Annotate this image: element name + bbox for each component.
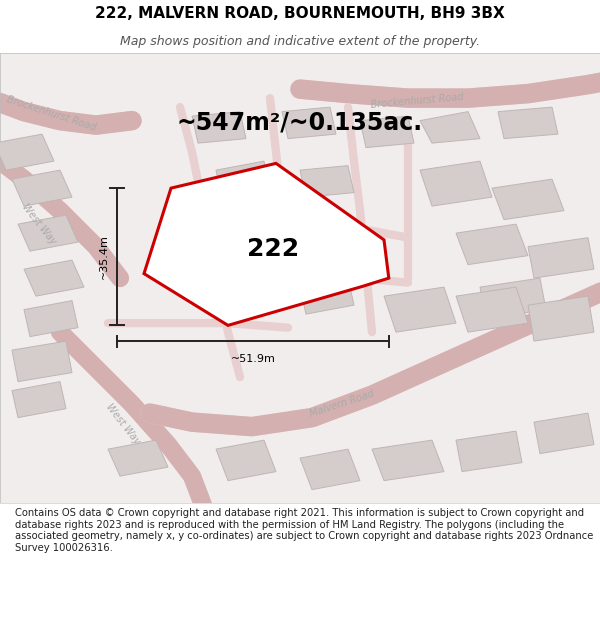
Text: ~35.4m: ~35.4m <box>99 234 109 279</box>
Polygon shape <box>420 161 492 206</box>
Polygon shape <box>300 224 354 260</box>
Text: West Way: West Way <box>20 202 58 246</box>
Polygon shape <box>12 170 72 206</box>
Polygon shape <box>300 278 354 314</box>
Polygon shape <box>216 440 276 481</box>
Text: 222, MALVERN ROAD, BOURNEMOUTH, BH9 3BX: 222, MALVERN ROAD, BOURNEMOUTH, BH9 3BX <box>95 6 505 21</box>
Polygon shape <box>456 224 528 264</box>
Polygon shape <box>300 166 354 197</box>
Polygon shape <box>12 382 66 418</box>
Polygon shape <box>18 215 78 251</box>
Text: Map shows position and indicative extent of the property.: Map shows position and indicative extent… <box>120 35 480 48</box>
Text: 222: 222 <box>247 237 299 261</box>
Polygon shape <box>24 301 78 337</box>
Polygon shape <box>492 179 564 219</box>
Polygon shape <box>216 224 270 260</box>
Polygon shape <box>456 287 528 332</box>
Polygon shape <box>282 107 336 139</box>
Text: Brockenhurst Road: Brockenhurst Road <box>370 92 464 111</box>
Polygon shape <box>498 107 558 139</box>
Polygon shape <box>534 413 594 454</box>
Polygon shape <box>372 440 444 481</box>
Polygon shape <box>528 238 594 278</box>
Polygon shape <box>480 278 546 319</box>
Polygon shape <box>420 112 480 143</box>
Polygon shape <box>108 440 168 476</box>
Polygon shape <box>24 260 84 296</box>
Polygon shape <box>300 449 360 489</box>
Polygon shape <box>216 278 270 314</box>
Text: Malvern Road: Malvern Road <box>308 389 376 419</box>
Polygon shape <box>456 431 522 472</box>
Polygon shape <box>360 116 414 148</box>
Polygon shape <box>12 341 72 382</box>
Text: West Way: West Way <box>104 402 142 447</box>
Text: Contains OS data © Crown copyright and database right 2021. This information is : Contains OS data © Crown copyright and d… <box>15 508 593 552</box>
Polygon shape <box>216 161 270 197</box>
Polygon shape <box>144 163 389 326</box>
Text: ~547m²/~0.135ac.: ~547m²/~0.135ac. <box>177 111 423 135</box>
Polygon shape <box>528 296 594 341</box>
Polygon shape <box>192 112 246 143</box>
Text: ~51.9m: ~51.9m <box>230 354 275 364</box>
Polygon shape <box>0 134 54 170</box>
Polygon shape <box>384 287 456 332</box>
Text: Brockenhurst Road: Brockenhurst Road <box>5 95 97 133</box>
